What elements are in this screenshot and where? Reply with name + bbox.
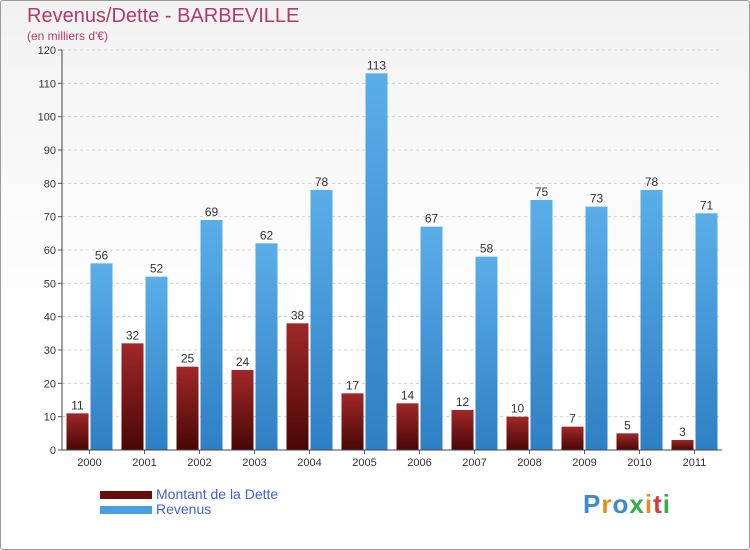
bar-debt-2009 xyxy=(561,426,584,450)
value-label-debt-2009: 7 xyxy=(569,412,576,426)
y-tick-label: 70 xyxy=(44,212,56,224)
y-tick-label: 40 xyxy=(44,312,56,324)
bars xyxy=(66,73,718,450)
bar-debt-2000 xyxy=(66,413,89,450)
legend-item-debt: Montant de la Dette xyxy=(100,486,278,502)
bar-debt-2005 xyxy=(341,393,364,450)
chart-title: Revenus/Dette - BARBEVILLE xyxy=(27,5,300,27)
bar-debt-2001 xyxy=(121,343,144,450)
value-label-revenus-2002: 69 xyxy=(205,205,219,219)
bar-revenus-2011 xyxy=(695,213,718,450)
x-tick-label: 2008 xyxy=(517,457,541,469)
value-label-debt-2008: 10 xyxy=(511,402,525,416)
bar-revenus-2009 xyxy=(585,206,608,450)
bar-revenus-2001 xyxy=(145,276,168,450)
x-tick-label: 2009 xyxy=(572,457,596,469)
value-label-debt-2011: 3 xyxy=(679,425,686,439)
legend-swatch-debt xyxy=(100,491,152,500)
legend-label-revenus: Revenus xyxy=(156,501,212,517)
value-label-revenus-2008: 75 xyxy=(535,185,549,199)
x-tick-label: 2002 xyxy=(187,457,211,469)
x-tick-label: 2011 xyxy=(683,457,707,469)
y-tick-label: 80 xyxy=(44,178,56,190)
proxiti-logo: Proxiti xyxy=(583,489,671,520)
value-label-revenus-2004: 78 xyxy=(315,175,329,189)
legend-item-revenus: Revenus xyxy=(100,501,211,517)
y-tick-label: 0 xyxy=(50,445,56,457)
legend-swatch-revenus xyxy=(100,506,152,515)
value-label-revenus-2003: 62 xyxy=(260,228,274,242)
bar-debt-2010 xyxy=(616,433,639,450)
bar-debt-2007 xyxy=(451,410,474,450)
bar-revenus-2006 xyxy=(420,226,443,450)
value-label-revenus-2011: 71 xyxy=(700,198,714,212)
y-tick-label: 10 xyxy=(44,412,56,424)
bar-revenus-2002 xyxy=(200,220,223,450)
y-tick-label: 60 xyxy=(44,245,56,257)
logo-letter: P xyxy=(583,489,602,519)
value-labels: 11 56 32 52 25 69 24 62 38 78 17 113 14 67 12 58 10 75 7 73… xyxy=(71,58,713,439)
x-tick-label: 2007 xyxy=(462,457,486,469)
y-tick-label: 30 xyxy=(44,345,56,357)
x-tick-label: 2010 xyxy=(627,457,651,469)
chart-subtitle: (en milliers d'€) xyxy=(27,29,108,43)
value-label-debt-2010: 5 xyxy=(624,418,631,432)
value-label-revenus-2006: 67 xyxy=(425,212,439,226)
x-tick-label: 2004 xyxy=(297,457,321,469)
bar-revenus-2000 xyxy=(90,263,113,450)
value-label-revenus-2000: 56 xyxy=(95,248,109,262)
value-label-debt-2002: 25 xyxy=(181,352,195,366)
value-label-debt-2005: 17 xyxy=(346,378,360,392)
bar-revenus-2007 xyxy=(475,256,498,450)
grid-lines xyxy=(62,49,722,451)
x-tick-label: 2005 xyxy=(352,457,376,469)
y-tick-label: 120 xyxy=(38,45,56,57)
bar-debt-2008 xyxy=(506,416,529,450)
bar-revenus-2010 xyxy=(640,190,663,450)
logo-letter: i xyxy=(662,489,671,519)
y-tick-label: 20 xyxy=(44,378,56,390)
y-tick-label: 100 xyxy=(38,112,56,124)
logo-letter: x xyxy=(629,489,645,519)
bar-revenus-2008 xyxy=(530,200,553,450)
bar-revenus-2005 xyxy=(365,73,388,450)
bar-debt-2006 xyxy=(396,403,419,450)
value-label-revenus-2010: 78 xyxy=(645,175,659,189)
x-tick-label: 2006 xyxy=(407,457,431,469)
bar-revenus-2004 xyxy=(310,190,333,450)
y-tick-label: 110 xyxy=(38,78,56,90)
bar-revenus-2003 xyxy=(255,243,278,450)
value-label-revenus-2001: 52 xyxy=(150,262,164,276)
value-label-debt-2003: 24 xyxy=(236,355,250,369)
x-tick-label: 2000 xyxy=(77,457,101,469)
value-label-debt-2001: 32 xyxy=(126,328,140,342)
logo-letter: r xyxy=(601,489,613,519)
value-label-revenus-2007: 58 xyxy=(480,242,494,256)
x-tick-label: 2003 xyxy=(242,457,266,469)
bar-debt-2003 xyxy=(231,370,254,450)
value-label-debt-2006: 14 xyxy=(401,388,415,402)
value-label-revenus-2005: 113 xyxy=(367,58,386,72)
value-label-debt-2007: 12 xyxy=(456,395,470,409)
value-label-debt-2004: 38 xyxy=(291,308,305,322)
axes: 0 10 20 30 40 50 60 70 80 90 100 110 120 2000 2001 2002… xyxy=(38,45,722,469)
y-tick-label: 50 xyxy=(44,278,56,290)
bar-debt-2011 xyxy=(671,440,694,450)
logo-letter: i xyxy=(644,489,654,519)
logo-letter: o xyxy=(612,489,630,519)
value-label-debt-2000: 11 xyxy=(71,398,84,412)
y-tick-label: 90 xyxy=(44,145,56,157)
value-label-revenus-2009: 73 xyxy=(590,192,604,206)
bar-debt-2004 xyxy=(286,323,309,450)
legend-label-debt: Montant de la Dette xyxy=(156,486,279,502)
logo-letter: t xyxy=(653,489,663,519)
bar-debt-2002 xyxy=(176,366,199,450)
x-tick-label: 2001 xyxy=(132,457,156,469)
